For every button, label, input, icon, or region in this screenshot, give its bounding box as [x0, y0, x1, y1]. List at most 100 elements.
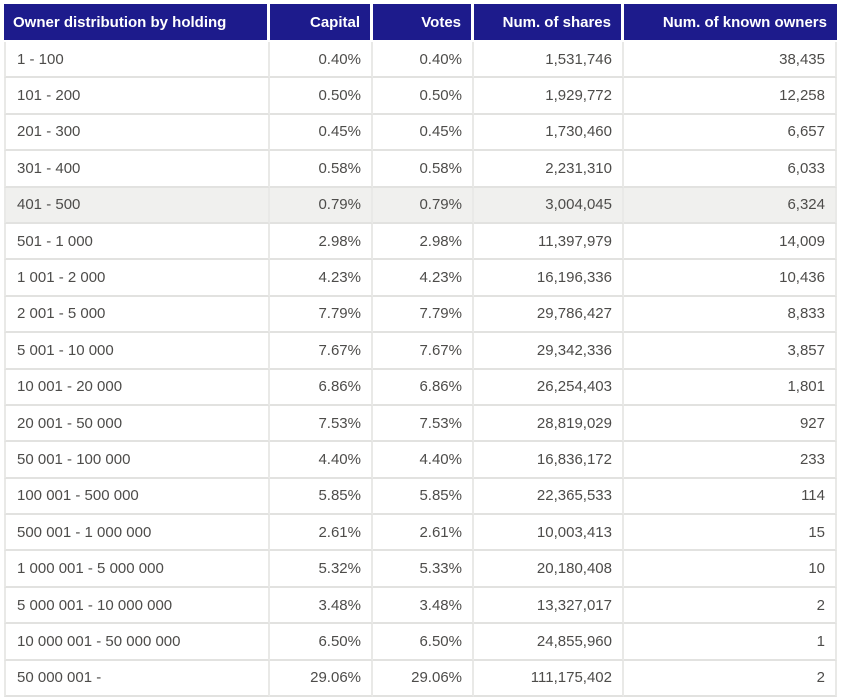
- holding-range-cell: 1 000 001 - 5 000 000: [4, 551, 270, 588]
- table-row[interactable]: 101 - 200 0.50% 0.50% 1,929,772 12,258: [4, 78, 837, 115]
- capital-cell: 4.23%: [270, 260, 373, 297]
- capital-cell: 5.85%: [270, 478, 373, 516]
- num-shares-cell: 29,342,336: [474, 333, 624, 370]
- capital-cell: 0.50%: [270, 78, 373, 115]
- num-shares-cell: 1,730,460: [474, 114, 624, 152]
- holding-range-cell: 100 001 - 500 000: [4, 478, 270, 516]
- num-owners-cell: 10: [624, 551, 837, 588]
- table-row[interactable]: 301 - 400 0.58% 0.58% 2,231,310 6,033: [4, 151, 837, 188]
- num-shares-cell: 26,254,403: [474, 369, 624, 406]
- votes-cell: 0.40%: [373, 42, 474, 79]
- holding-range-cell: 101 - 200: [4, 78, 270, 115]
- holding-range-cell: 401 - 500: [4, 187, 270, 224]
- holding-range-cell: 10 001 - 20 000: [4, 369, 270, 406]
- table-header-row: Owner distribution by holding Capital Vo…: [4, 4, 837, 42]
- capital-cell: 0.40%: [270, 42, 373, 79]
- votes-cell: 0.58%: [373, 151, 474, 188]
- table-header: Owner distribution by holding Capital Vo…: [4, 4, 837, 42]
- num-owners-cell: 3,857: [624, 333, 837, 370]
- num-owners-cell: 15: [624, 515, 837, 552]
- holding-range-cell: 1 - 100: [4, 42, 270, 79]
- capital-cell: 3.48%: [270, 587, 373, 625]
- num-owners-cell: 10,436: [624, 260, 837, 297]
- table-row[interactable]: 1 001 - 2 000 4.23% 4.23% 16,196,336 10,436: [4, 260, 837, 297]
- table-row[interactable]: 501 - 1 000 2.98% 2.98% 11,397,979 14,009: [4, 223, 837, 261]
- holding-range-cell: 50 000 001 -: [4, 660, 270, 698]
- num-shares-cell: 16,836,172: [474, 442, 624, 479]
- votes-cell: 2.98%: [373, 223, 474, 261]
- holding-range-cell: 500 001 - 1 000 000: [4, 515, 270, 552]
- table-row[interactable]: 50 000 001 -29.06% 29.06% 111,175,402 2: [4, 660, 837, 698]
- holding-range-cell: 20 001 - 50 000: [4, 405, 270, 443]
- capital-cell: 6.86%: [270, 369, 373, 406]
- votes-cell: 6.50%: [373, 624, 474, 661]
- num-owners-cell: 38,435: [624, 42, 837, 79]
- owner-distribution-table: Owner distribution by holding Capital Vo…: [4, 4, 837, 698]
- num-shares-cell: 10,003,413: [474, 515, 624, 552]
- holding-range-cell: 501 - 1 000: [4, 223, 270, 261]
- col-header-num-shares: Num. of shares: [474, 4, 624, 42]
- votes-cell: 5.85%: [373, 478, 474, 516]
- num-shares-cell: 20,180,408: [474, 551, 624, 588]
- col-header-holding-range: Owner distribution by holding: [4, 4, 270, 42]
- num-shares-cell: 1,929,772: [474, 78, 624, 115]
- table-row[interactable]: 20 001 - 50 000 7.53% 7.53% 28,819,029 927: [4, 405, 837, 443]
- num-owners-cell: 6,657: [624, 114, 837, 152]
- table-row[interactable]: 10 000 001 - 50 000 000 6.50% 6.50% 24,855,…: [4, 624, 837, 661]
- table-row[interactable]: 10 001 - 20 000 6.86% 6.86% 26,254,403 1,801: [4, 369, 837, 406]
- num-shares-cell: 111,175,402: [474, 660, 624, 698]
- table-row[interactable]: 201 - 300 0.45% 0.45% 1,730,460 6,657: [4, 114, 837, 152]
- col-header-votes: Votes: [373, 4, 474, 42]
- holding-range-cell: 201 - 300: [4, 114, 270, 152]
- capital-cell: 5.32%: [270, 551, 373, 588]
- votes-cell: 0.79%: [373, 187, 474, 224]
- votes-cell: 4.40%: [373, 442, 474, 479]
- table-row[interactable]: 2 001 - 5 000 7.79% 7.79% 29,786,427 8,833: [4, 296, 837, 334]
- table-row[interactable]: 5 001 - 10 000 7.67% 7.67% 29,342,336 3,857: [4, 333, 837, 370]
- table-row[interactable]: 1 000 001 - 5 000 000 5.32% 5.33% 20,180,40…: [4, 551, 837, 588]
- num-owners-cell: 6,324: [624, 187, 837, 224]
- table-row[interactable]: 401 - 500 0.79% 0.79% 3,004,045 6,324: [4, 187, 837, 224]
- num-shares-cell: 16,196,336: [474, 260, 624, 297]
- num-shares-cell: 28,819,029: [474, 405, 624, 443]
- capital-cell: 0.79%: [270, 187, 373, 224]
- capital-cell: 2.61%: [270, 515, 373, 552]
- table-row[interactable]: 100 001 - 500 000 5.85% 5.85% 22,365,533 114: [4, 478, 837, 516]
- num-owners-cell: 927: [624, 405, 837, 443]
- votes-cell: 7.53%: [373, 405, 474, 443]
- num-shares-cell: 24,855,960: [474, 624, 624, 661]
- capital-cell: 7.67%: [270, 333, 373, 370]
- votes-cell: 0.45%: [373, 114, 474, 152]
- num-shares-cell: 13,327,017: [474, 587, 624, 625]
- holding-range-cell: 2 001 - 5 000: [4, 296, 270, 334]
- holding-range-cell: 5 000 001 - 10 000 000: [4, 587, 270, 625]
- table-row[interactable]: 5 000 001 - 10 000 000 3.48% 3.48% 13,327,0…: [4, 587, 837, 625]
- table-row[interactable]: 50 001 - 100 000 4.40% 4.40% 16,836,172 233: [4, 442, 837, 479]
- num-owners-cell: 14,009: [624, 223, 837, 261]
- votes-cell: 7.67%: [373, 333, 474, 370]
- holding-range-cell: 10 000 001 - 50 000 000: [4, 624, 270, 661]
- capital-cell: 7.79%: [270, 296, 373, 334]
- votes-cell: 0.50%: [373, 78, 474, 115]
- num-shares-cell: 3,004,045: [474, 187, 624, 224]
- votes-cell: 7.79%: [373, 296, 474, 334]
- table-row[interactable]: 500 001 - 1 000 000 2.61% 2.61% 10,003,413 1…: [4, 515, 837, 552]
- col-header-num-owners: Num. of known owners: [624, 4, 837, 42]
- capital-cell: 29.06%: [270, 660, 373, 698]
- votes-cell: 6.86%: [373, 369, 474, 406]
- num-owners-cell: 1,801: [624, 369, 837, 406]
- num-owners-cell: 114: [624, 478, 837, 516]
- num-owners-cell: 6,033: [624, 151, 837, 188]
- num-owners-cell: 2: [624, 660, 837, 698]
- capital-cell: 0.45%: [270, 114, 373, 152]
- table-row[interactable]: 1 - 100 0.40% 0.40% 1,531,746 38,435: [4, 42, 837, 79]
- holding-range-cell: 5 001 - 10 000: [4, 333, 270, 370]
- num-shares-cell: 29,786,427: [474, 296, 624, 334]
- holding-range-cell: 1 001 - 2 000: [4, 260, 270, 297]
- capital-cell: 2.98%: [270, 223, 373, 261]
- votes-cell: 4.23%: [373, 260, 474, 297]
- num-shares-cell: 2,231,310: [474, 151, 624, 188]
- col-header-capital: Capital: [270, 4, 373, 42]
- capital-cell: 4.40%: [270, 442, 373, 479]
